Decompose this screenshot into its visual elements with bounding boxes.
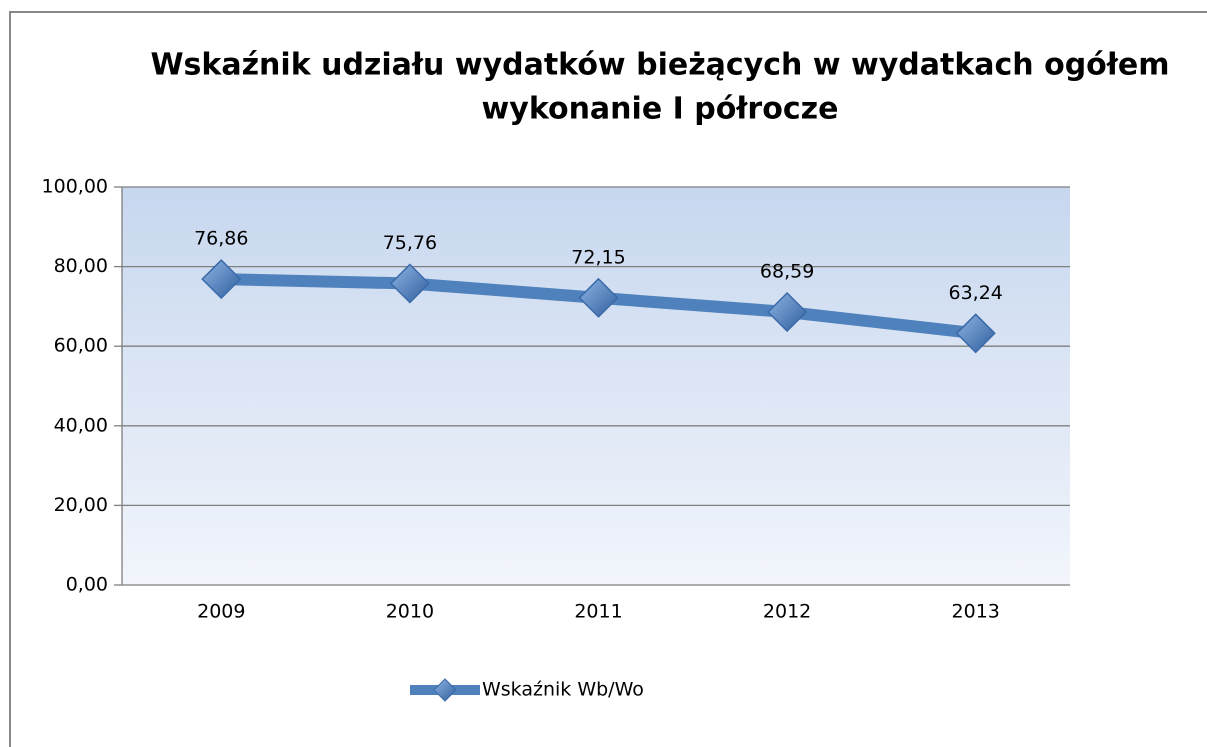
marker bbox=[389, 263, 430, 304]
x-tick-label: 2010 bbox=[386, 601, 434, 623]
legend-marker bbox=[433, 678, 457, 702]
y-tick-label: 80,00 bbox=[54, 255, 108, 277]
data-label: 75,76 bbox=[383, 232, 437, 254]
marker bbox=[578, 277, 619, 318]
x-tick-label: 2011 bbox=[574, 601, 622, 623]
data-label: 76,86 bbox=[194, 228, 248, 250]
y-tick-label: 40,00 bbox=[54, 414, 108, 436]
chart-subtitle: wykonanie I półrocze bbox=[482, 92, 839, 127]
chart-title: Wskaźnik udziału wydatków bieżących w wy… bbox=[150, 48, 1169, 83]
legend-label: Wskaźnik Wb/Wo bbox=[482, 679, 644, 701]
plot-area bbox=[122, 187, 1070, 585]
x-tick-label: 2009 bbox=[197, 601, 245, 623]
y-tick-label: 100,00 bbox=[42, 176, 108, 198]
marker bbox=[955, 313, 996, 354]
x-tick-label: 2012 bbox=[763, 601, 811, 623]
data-label: 63,24 bbox=[948, 282, 1002, 304]
y-tick-label: 0,00 bbox=[66, 574, 108, 596]
data-label: 68,59 bbox=[760, 261, 814, 283]
y-tick-label: 60,00 bbox=[54, 335, 108, 357]
marker bbox=[201, 259, 242, 300]
x-tick-label: 2013 bbox=[952, 601, 1000, 623]
y-tick-label: 20,00 bbox=[54, 494, 108, 516]
frame bbox=[9, 11, 1207, 747]
marker bbox=[767, 291, 808, 333]
data-label: 72,15 bbox=[571, 246, 625, 268]
